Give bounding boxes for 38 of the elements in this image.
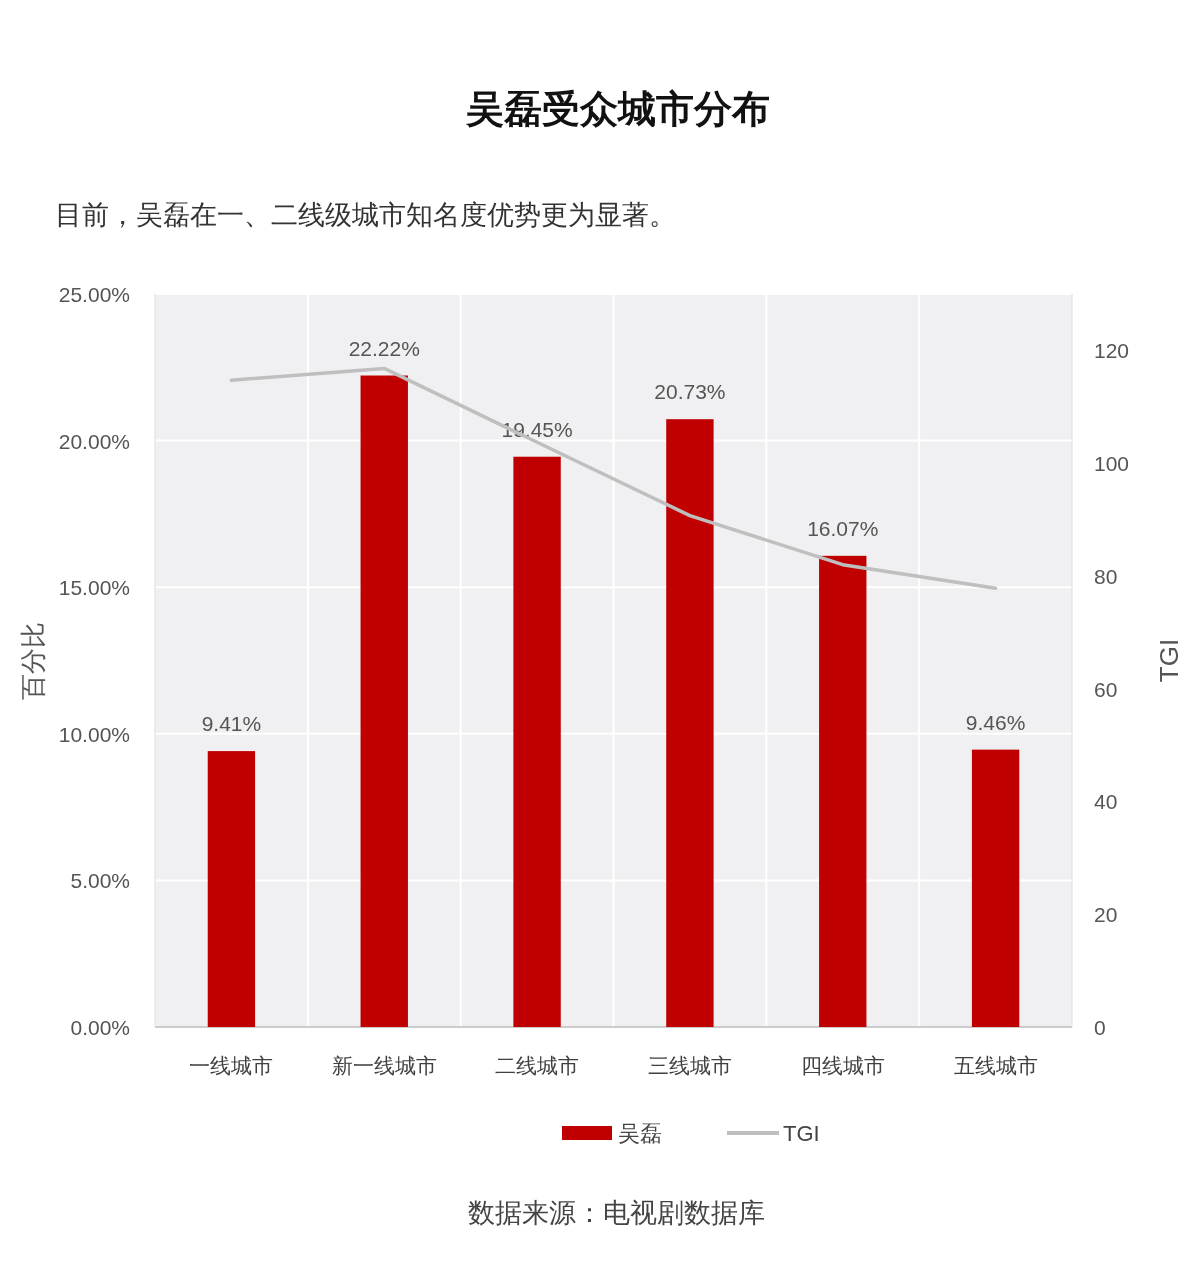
source-note: 数据来源：电视剧数据库 <box>468 1198 765 1228</box>
y-tick-label: 15.00% <box>58 576 130 600</box>
data-label: 9.41% <box>201 712 262 736</box>
y2-tick-label: 20 <box>1094 903 1118 927</box>
y-axis-title: 百分比 <box>18 621 48 700</box>
chart-subtitle: 目前，吴磊在一、二线级城市知名度优势更为显著。 <box>55 200 676 230</box>
legend-label: TGI <box>783 1121 820 1146</box>
y-tick-label: 25.00% <box>58 283 130 306</box>
chart-title: 吴磊受众城市分布 <box>465 88 770 130</box>
y2-tick-label: 100 <box>1094 452 1130 476</box>
y2-tick-label: 80 <box>1094 564 1118 588</box>
x-tick-label: 一线城市 <box>189 1054 274 1077</box>
bar <box>360 375 408 1027</box>
data-label: 22.22% <box>348 336 420 360</box>
legend-label: 吴磊 <box>618 1121 662 1146</box>
data-label: 16.07% <box>807 516 879 540</box>
bar <box>666 419 714 1027</box>
x-tick-label: 二线城市 <box>495 1054 580 1077</box>
x-tick-label: 四线城市 <box>800 1054 885 1077</box>
y2-tick-label: 60 <box>1094 677 1118 701</box>
x-tick-label: 五线城市 <box>953 1054 1038 1077</box>
y-tick-label: 10.00% <box>58 722 130 746</box>
x-tick-label: 新一线城市 <box>331 1054 437 1077</box>
y2-tick-label: 0 <box>1094 1016 1106 1039</box>
bar <box>971 749 1020 1027</box>
x-tick-label: 三线城市 <box>647 1054 732 1077</box>
y-tick-label: 5.00% <box>70 869 130 893</box>
y2-tick-label: 40 <box>1094 790 1118 814</box>
data-label: 9.46% <box>965 710 1026 734</box>
y2-axis-title: TGI <box>1154 638 1184 683</box>
line-series <box>229 366 998 591</box>
bar <box>207 751 256 1027</box>
bar <box>819 555 867 1027</box>
y2-tick-label: 120 <box>1094 339 1130 363</box>
y-tick-label: 0.00% <box>70 1016 130 1039</box>
y-tick-label: 20.00% <box>58 429 130 453</box>
data-label: 20.73% <box>654 380 726 404</box>
bar <box>513 456 561 1027</box>
